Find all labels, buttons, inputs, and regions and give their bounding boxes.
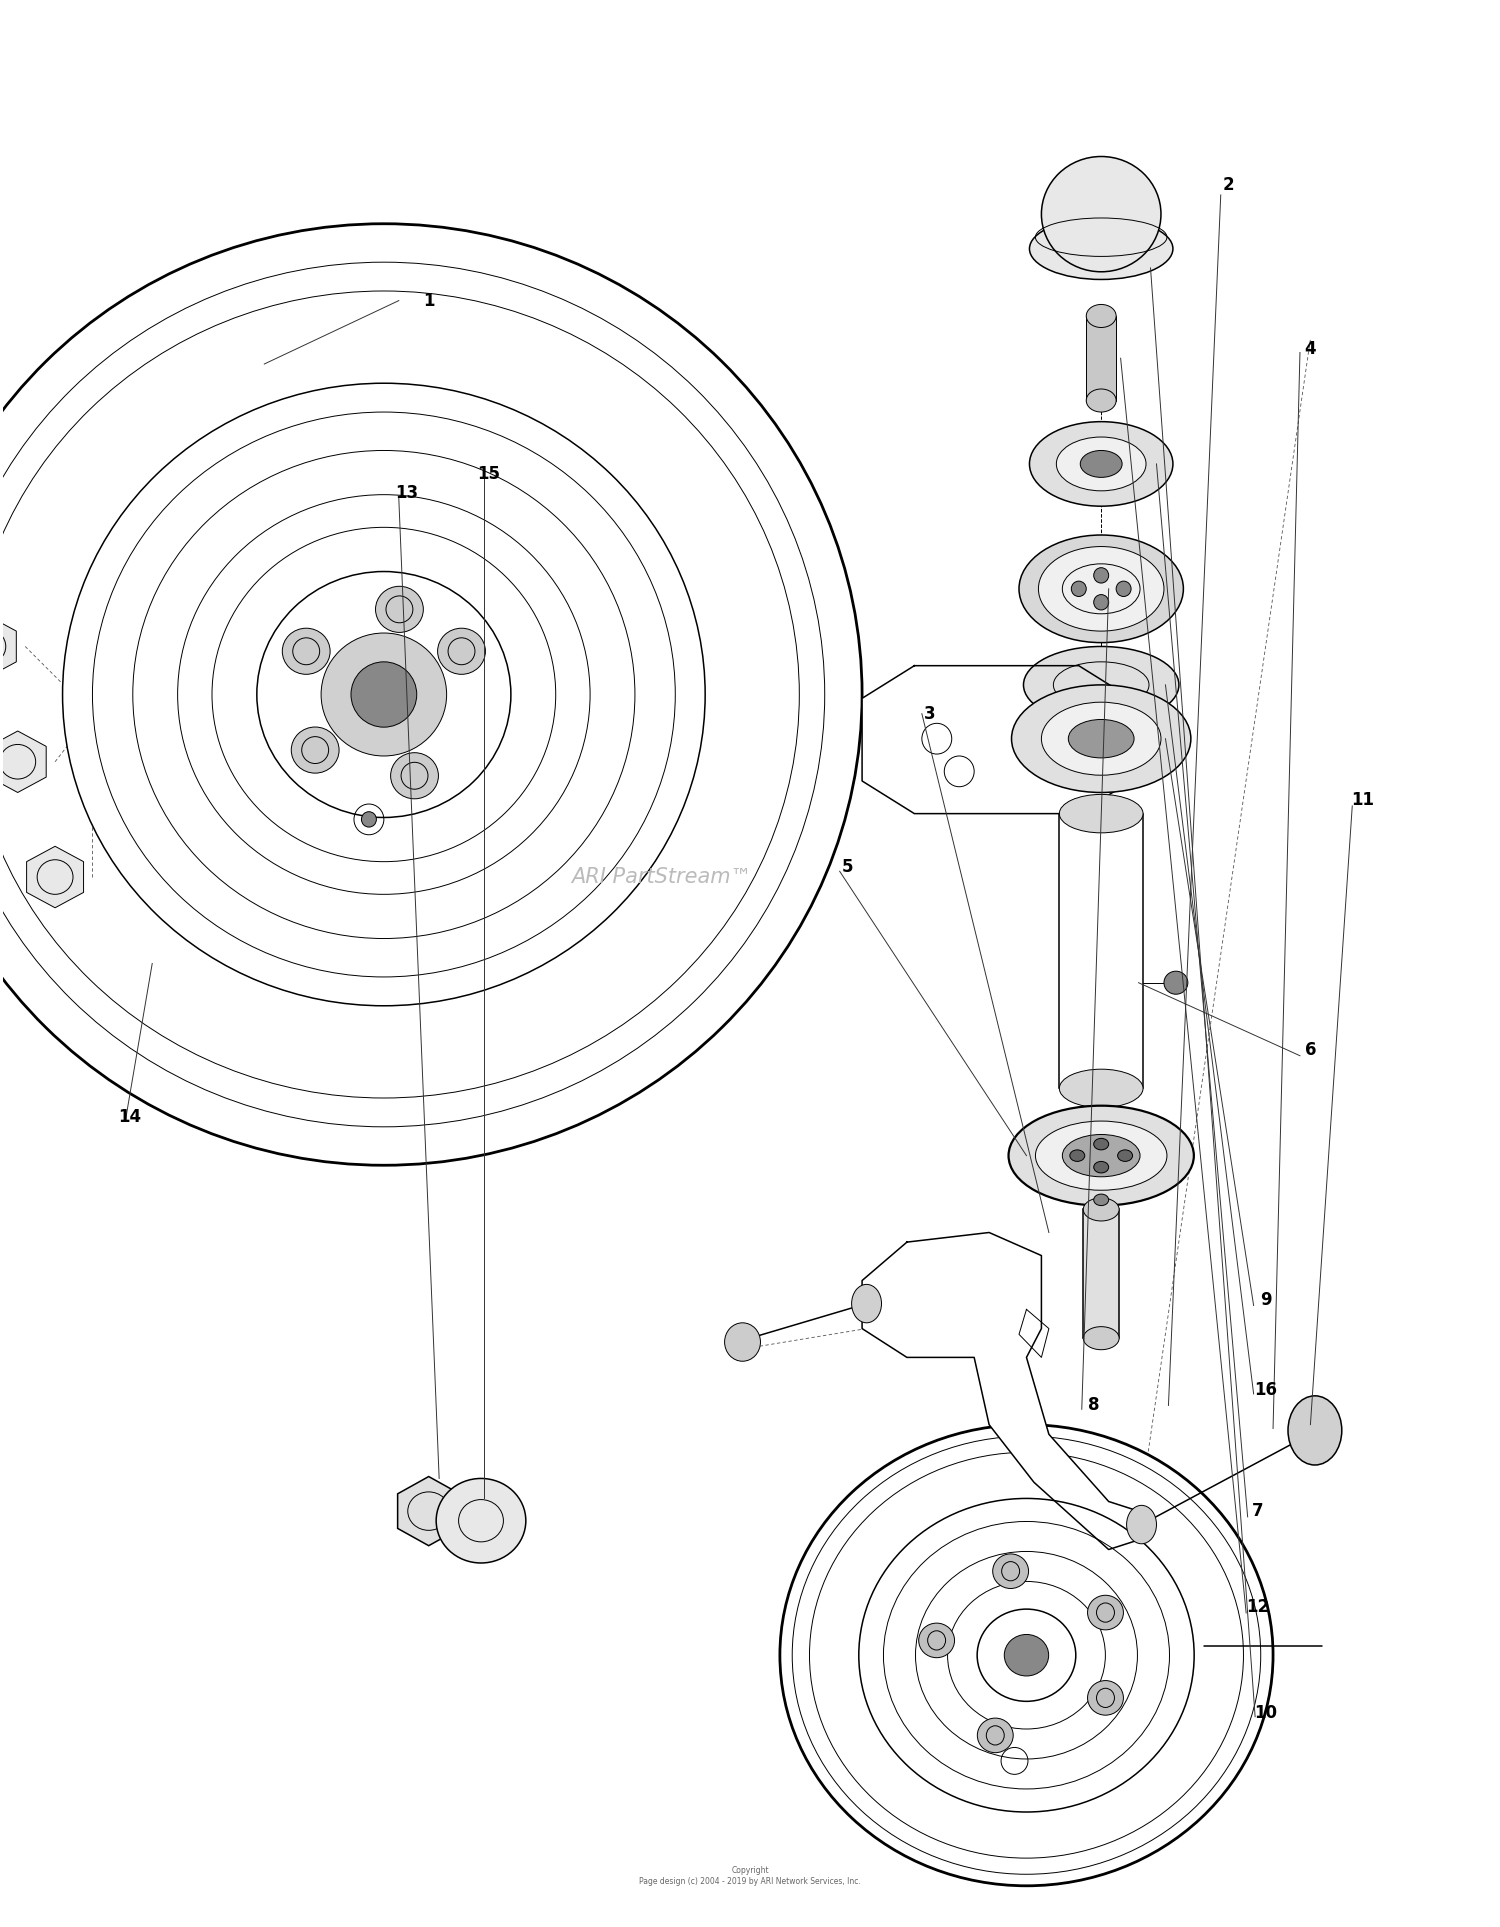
Ellipse shape <box>390 753 438 800</box>
Ellipse shape <box>375 586 423 632</box>
Ellipse shape <box>1094 1139 1108 1150</box>
Ellipse shape <box>1094 1195 1108 1206</box>
Text: 2: 2 <box>1222 175 1234 195</box>
Ellipse shape <box>1062 1135 1140 1177</box>
Ellipse shape <box>1059 1069 1143 1108</box>
Polygon shape <box>27 846 84 908</box>
Ellipse shape <box>438 628 486 674</box>
Ellipse shape <box>1116 582 1131 597</box>
Text: 3: 3 <box>924 705 934 723</box>
Text: 9: 9 <box>1260 1291 1272 1308</box>
Text: 16: 16 <box>1254 1382 1276 1399</box>
Ellipse shape <box>1029 218 1173 279</box>
Ellipse shape <box>1088 1596 1124 1630</box>
Ellipse shape <box>852 1285 882 1322</box>
Ellipse shape <box>291 726 339 773</box>
Ellipse shape <box>1126 1505 1156 1544</box>
Ellipse shape <box>351 661 417 726</box>
Ellipse shape <box>1005 1634 1048 1676</box>
Text: 7: 7 <box>1252 1503 1264 1520</box>
Ellipse shape <box>1041 701 1161 775</box>
Ellipse shape <box>1086 389 1116 412</box>
Bar <box>1083 1210 1119 1337</box>
Text: 4: 4 <box>1305 339 1316 358</box>
Text: Copyright
Page design (c) 2004 - 2019 by ARI Network Services, Inc.: Copyright Page design (c) 2004 - 2019 by… <box>639 1867 861 1887</box>
Text: ARI PartStream™: ARI PartStream™ <box>570 867 752 886</box>
Text: 13: 13 <box>394 484 418 501</box>
Text: 8: 8 <box>1088 1397 1100 1414</box>
Ellipse shape <box>1023 646 1179 723</box>
Ellipse shape <box>1080 451 1122 478</box>
Ellipse shape <box>1019 536 1184 642</box>
Ellipse shape <box>1094 1162 1108 1174</box>
Ellipse shape <box>1086 304 1116 328</box>
Ellipse shape <box>1070 1150 1084 1162</box>
Text: 5: 5 <box>842 858 854 877</box>
Ellipse shape <box>1059 794 1143 832</box>
Ellipse shape <box>1164 971 1188 994</box>
Ellipse shape <box>362 811 376 827</box>
Ellipse shape <box>1029 422 1173 507</box>
Ellipse shape <box>63 383 705 1006</box>
Ellipse shape <box>1288 1395 1342 1465</box>
Ellipse shape <box>1035 1122 1167 1191</box>
Text: 10: 10 <box>1254 1703 1276 1723</box>
Ellipse shape <box>993 1553 1029 1588</box>
Ellipse shape <box>1083 1326 1119 1349</box>
Ellipse shape <box>780 1424 1274 1887</box>
Ellipse shape <box>436 1478 526 1563</box>
Ellipse shape <box>321 632 447 755</box>
Ellipse shape <box>282 628 330 674</box>
Text: 11: 11 <box>1352 792 1374 809</box>
Polygon shape <box>398 1476 460 1545</box>
Ellipse shape <box>1056 437 1146 491</box>
Ellipse shape <box>1038 547 1164 630</box>
Text: 15: 15 <box>477 464 500 482</box>
Text: 6: 6 <box>1305 1041 1316 1060</box>
Ellipse shape <box>918 1623 954 1657</box>
Ellipse shape <box>978 1719 1012 1754</box>
Text: 12: 12 <box>1246 1597 1269 1617</box>
Ellipse shape <box>859 1499 1194 1811</box>
Polygon shape <box>862 665 1131 813</box>
Ellipse shape <box>1071 582 1086 597</box>
Polygon shape <box>0 617 16 676</box>
Bar <box>1059 813 1143 1089</box>
Polygon shape <box>0 730 46 792</box>
Ellipse shape <box>1088 1680 1124 1715</box>
Bar <box>1086 316 1116 401</box>
Ellipse shape <box>1041 156 1161 272</box>
Ellipse shape <box>724 1322 760 1360</box>
Ellipse shape <box>1068 719 1134 757</box>
Ellipse shape <box>1094 568 1108 584</box>
Ellipse shape <box>0 224 862 1166</box>
Ellipse shape <box>1118 1150 1132 1162</box>
Ellipse shape <box>1083 1199 1119 1222</box>
Ellipse shape <box>1011 684 1191 792</box>
Ellipse shape <box>1094 595 1108 611</box>
Text: 1: 1 <box>423 291 435 310</box>
Polygon shape <box>862 1233 1138 1549</box>
Text: 14: 14 <box>118 1108 141 1125</box>
Ellipse shape <box>1008 1106 1194 1206</box>
